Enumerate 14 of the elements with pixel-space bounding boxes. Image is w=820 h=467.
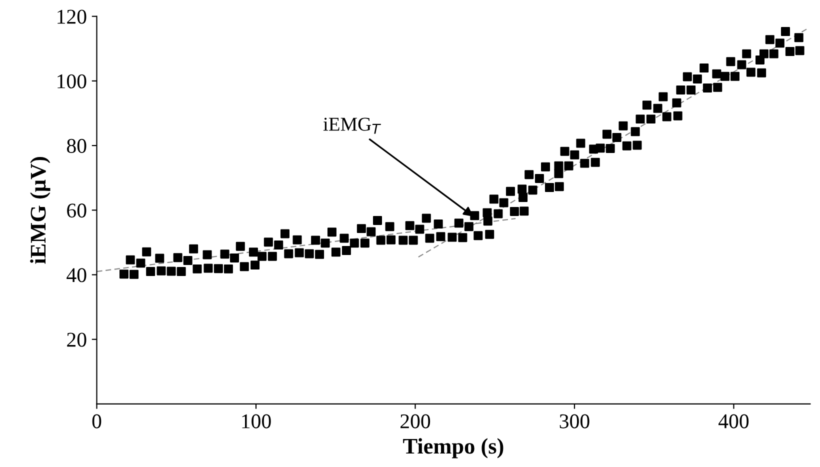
x-tick-label: 100 — [242, 414, 271, 428]
y-tick-label: 20 — [67, 332, 86, 347]
x-tick-label: 300 — [560, 414, 590, 428]
y-axis-title: iEMG (μV) — [30, 157, 50, 264]
x-tick-label: 0 — [92, 414, 102, 428]
y-tick-label: 100 — [58, 74, 86, 88]
annotation: iEMG$_{T}$ — [323, 118, 381, 134]
y-tick-label: 40 — [66, 268, 86, 282]
x-tick-label: 200 — [400, 414, 430, 428]
x-axis-title: Tiempo (s) — [403, 438, 504, 458]
y-tick-label: 80 — [67, 138, 86, 153]
y-tick-label: 120 — [58, 10, 86, 24]
x-tick-label: 400 — [718, 414, 749, 428]
y-tick-label: 60 — [67, 204, 86, 218]
